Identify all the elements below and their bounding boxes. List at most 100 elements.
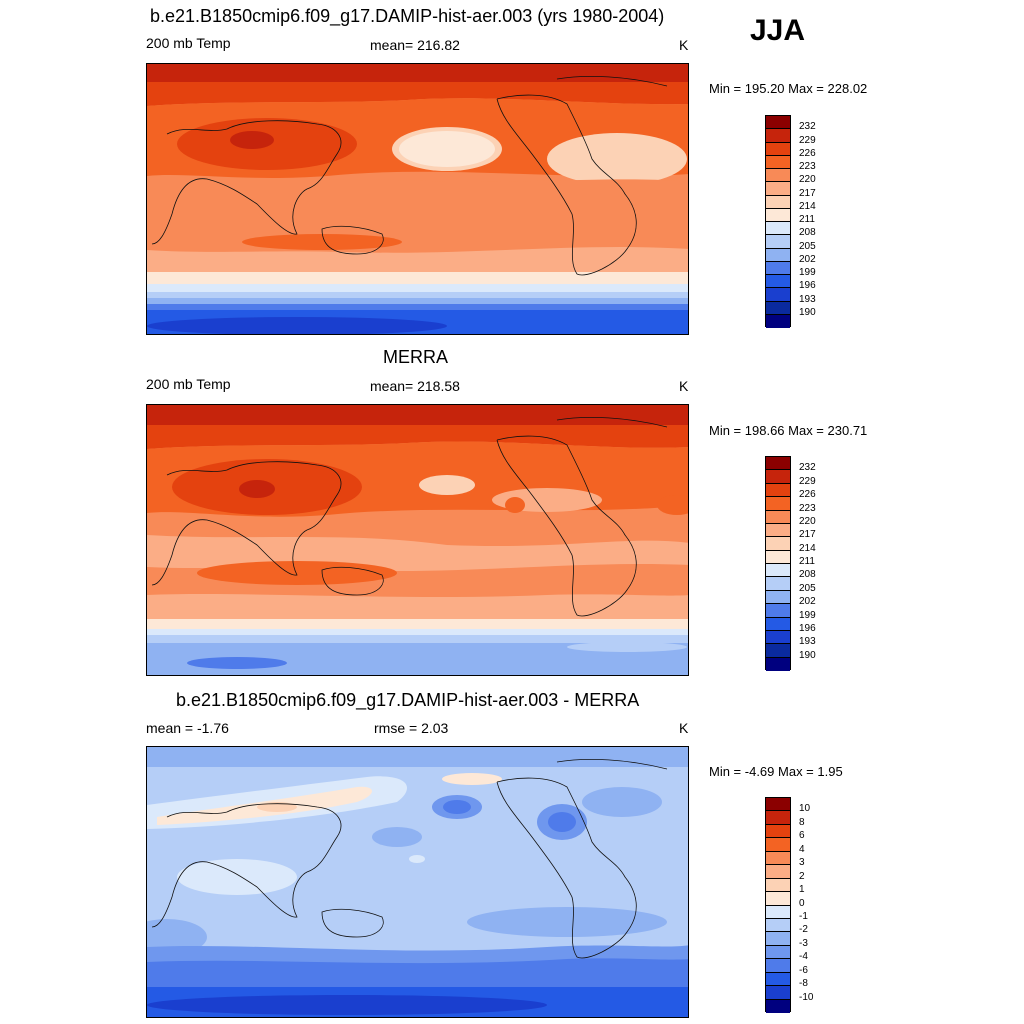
colorbar-tick-label: 229 (799, 134, 816, 146)
colorbar-swatch (766, 918, 790, 933)
colorbar-tick-label: 199 (799, 267, 816, 278)
panel1-map (146, 63, 689, 335)
colorbar-tick-label: -10 (799, 991, 814, 1003)
colorbar-tick-label: 214 (799, 542, 816, 554)
colorbar-tick-label: 208 (799, 227, 816, 239)
colorbar-tick-label: 202 (799, 253, 816, 265)
colorbar-swatch (766, 457, 790, 471)
season-label: JJA (750, 14, 806, 47)
colorbar-swatch (766, 275, 790, 289)
panel1-colorbar (765, 115, 791, 328)
colorbar-swatch (766, 169, 790, 183)
colorbar-swatch (766, 798, 790, 812)
colorbar-swatch (766, 878, 790, 893)
colorbar-swatch (766, 865, 790, 879)
colorbar-tick-label: 202 (799, 596, 816, 608)
colorbar-tick-label: 223 (799, 161, 816, 172)
colorbar-tick-label: 226 (799, 489, 816, 501)
panel1-variable-label: 200 mb Temp (146, 35, 231, 51)
colorbar-swatch (766, 986, 790, 1000)
colorbar-tick-label: 211 (799, 214, 815, 225)
colorbar-swatch (766, 657, 790, 671)
colorbar-tick-label: 220 (799, 515, 816, 527)
colorbar-tick-label: 1 (799, 884, 805, 896)
colorbar-swatch (766, 182, 790, 196)
colorbar-swatch (766, 811, 790, 825)
colorbar-swatch (766, 510, 790, 524)
colorbar-tick-label: 205 (799, 240, 816, 252)
colorbar-tick-label: 205 (799, 582, 816, 594)
colorbar-swatch (766, 248, 790, 262)
colorbar-tick-label: 10 (799, 803, 811, 815)
colorbar-swatch (766, 129, 790, 143)
colorbar-swatch (766, 523, 790, 538)
colorbar-swatch (766, 932, 790, 946)
panel1-mean-label: mean= 216.82 (370, 37, 460, 53)
colorbar-tick-label: 4 (799, 843, 805, 855)
colorbar-swatch (766, 577, 790, 591)
colorbar-tick-label: 217 (799, 187, 816, 199)
colorbar-tick-label: 232 (799, 121, 816, 133)
colorbar-swatch (766, 155, 790, 169)
colorbar-tick-label: 223 (799, 502, 816, 514)
colorbar-tick-label: 226 (799, 147, 816, 159)
colorbar-swatch (766, 483, 790, 498)
colorbar-swatch (766, 617, 790, 631)
colorbar-swatch (766, 959, 790, 973)
colorbar-swatch (766, 261, 790, 275)
panel1-title: b.e21.B1850cmip6.f09_g17.DAMIP-hist-aer.… (150, 6, 665, 26)
colorbar-swatch (766, 838, 790, 852)
colorbar-swatch (766, 116, 790, 130)
colorbar-swatch (766, 945, 790, 960)
colorbar-tick-label: 193 (799, 636, 816, 648)
colorbar-swatch (766, 208, 790, 222)
colorbar-swatch (766, 288, 790, 302)
colorbar-swatch (766, 301, 790, 315)
colorbar-tick-label: -8 (799, 978, 808, 990)
colorbar-swatch (766, 497, 790, 511)
colorbar-tick-label: 217 (799, 529, 816, 541)
colorbar-swatch (766, 892, 790, 906)
colorbar-tick-label: 214 (799, 200, 816, 212)
colorbar-swatch (766, 470, 790, 484)
colorbar-tick-label: 8 (799, 816, 805, 828)
colorbar-tick-label: 190 (799, 649, 816, 661)
panel2-title: MERRA (383, 347, 449, 367)
colorbar-swatch (766, 972, 790, 987)
colorbar-swatch (766, 550, 790, 564)
panel3-minmax: Min = -4.69 Max = 1.95 (709, 764, 843, 779)
colorbar-tick-label: 196 (799, 280, 816, 292)
colorbar-tick-label: 229 (799, 475, 816, 487)
colorbar-swatch (766, 564, 790, 578)
colorbar-tick-label: 232 (799, 462, 816, 474)
panel3-mean-label: mean = -1.76 (146, 720, 229, 736)
colorbar-tick-label: 220 (799, 174, 816, 186)
colorbar-swatch (766, 851, 790, 866)
colorbar-tick-label: 2 (799, 870, 805, 882)
panel3-rmse-label: rmse = 2.03 (374, 720, 449, 736)
colorbar-swatch (766, 824, 790, 839)
colorbar-swatch (766, 644, 790, 658)
colorbar-swatch (766, 604, 790, 618)
panel2-units: K (679, 378, 689, 394)
colorbar-swatch (766, 905, 790, 919)
panel2-colorbar (765, 456, 791, 671)
colorbar-swatch (766, 235, 790, 249)
panel1-units: K (679, 37, 689, 53)
colorbar-swatch (766, 999, 790, 1013)
panel2-minmax: Min = 198.66 Max = 230.71 (709, 423, 868, 438)
colorbar-tick-label: -4 (799, 951, 808, 963)
panel2-map (146, 404, 689, 676)
colorbar-swatch (766, 590, 790, 605)
colorbar-swatch (766, 537, 790, 551)
colorbar-tick-label: 208 (799, 569, 816, 581)
panel3-title: b.e21.B1850cmip6.f09_g17.DAMIP-hist-aer.… (176, 690, 640, 710)
panel3-units: K (679, 720, 689, 736)
colorbar-tick-label: -1 (799, 910, 808, 922)
colorbar-tick-label: 199 (799, 609, 816, 621)
panel2-mean-label: mean= 218.58 (370, 378, 460, 394)
colorbar-tick-label: -6 (799, 964, 808, 976)
colorbar-tick-label: 3 (799, 857, 805, 869)
panel2-variable-label: 200 mb Temp (146, 376, 231, 392)
colorbar-tick-label: 193 (799, 293, 816, 305)
